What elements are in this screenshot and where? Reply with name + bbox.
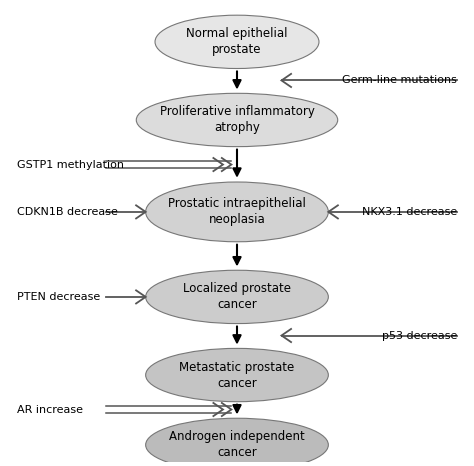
Text: Proliferative inflammatory
atrophy: Proliferative inflammatory atrophy: [160, 105, 314, 135]
Text: AR increase: AR increase: [17, 404, 83, 414]
Text: Germ-line mutations: Germ-line mutations: [342, 75, 457, 85]
Ellipse shape: [137, 93, 337, 147]
Text: GSTP1 methylation: GSTP1 methylation: [17, 159, 124, 170]
Text: Localized prostate
cancer: Localized prostate cancer: [183, 282, 291, 311]
Ellipse shape: [146, 349, 328, 402]
Text: Normal epithelial
prostate: Normal epithelial prostate: [186, 27, 288, 56]
Text: p53 decrease: p53 decrease: [382, 330, 457, 341]
Ellipse shape: [146, 270, 328, 323]
Text: Prostatic intraepithelial
neoplasia: Prostatic intraepithelial neoplasia: [168, 198, 306, 226]
Text: Metastatic prostate
cancer: Metastatic prostate cancer: [179, 361, 295, 390]
Text: CDKN1B decrease: CDKN1B decrease: [17, 207, 118, 217]
Text: PTEN decrease: PTEN decrease: [17, 292, 100, 302]
Ellipse shape: [146, 182, 328, 242]
Ellipse shape: [146, 418, 328, 466]
Text: Androgen independent
cancer: Androgen independent cancer: [169, 431, 305, 459]
Ellipse shape: [155, 15, 319, 69]
Text: NKX3.1 decrease: NKX3.1 decrease: [362, 207, 457, 217]
